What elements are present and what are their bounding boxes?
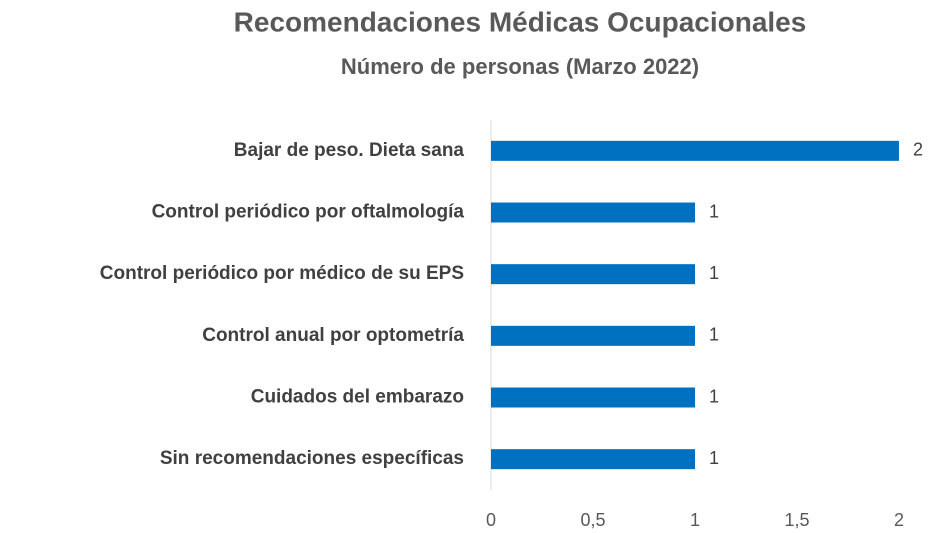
y-tick-label: Sin recomendaciones específicas	[160, 448, 464, 469]
bar	[491, 387, 695, 408]
bar	[491, 449, 695, 470]
chart-subtitle: Número de personas (Marzo 2022)	[341, 54, 699, 79]
y-tick-label: Control anual por optometría	[202, 325, 464, 346]
bar	[491, 264, 695, 285]
y-tick-label: Bajar de peso. Dieta sana	[234, 140, 465, 161]
data-label: 1	[709, 263, 719, 283]
data-label: 2	[913, 140, 923, 160]
data-label: 1	[709, 325, 719, 345]
data-label: 1	[709, 448, 719, 468]
chart-title: Recomendaciones Médicas Ocupacionales	[234, 6, 807, 37]
bar	[491, 202, 695, 223]
y-tick-label: Control periódico por médico de su EPS	[100, 263, 464, 284]
x-tick-label: 0,5	[580, 510, 605, 530]
y-tick-label: Cuidados del embarazo	[251, 387, 464, 408]
x-tick-label: 0	[486, 510, 496, 530]
x-tick-label: 1	[690, 510, 700, 530]
bar	[491, 325, 695, 346]
x-tick-label: 2	[894, 510, 904, 530]
data-label: 1	[709, 201, 719, 221]
y-tick-label: Control periódico por oftalmología	[152, 202, 465, 223]
x-tick-label: 1,5	[784, 510, 809, 530]
bar	[491, 140, 899, 161]
data-label: 1	[709, 386, 719, 406]
